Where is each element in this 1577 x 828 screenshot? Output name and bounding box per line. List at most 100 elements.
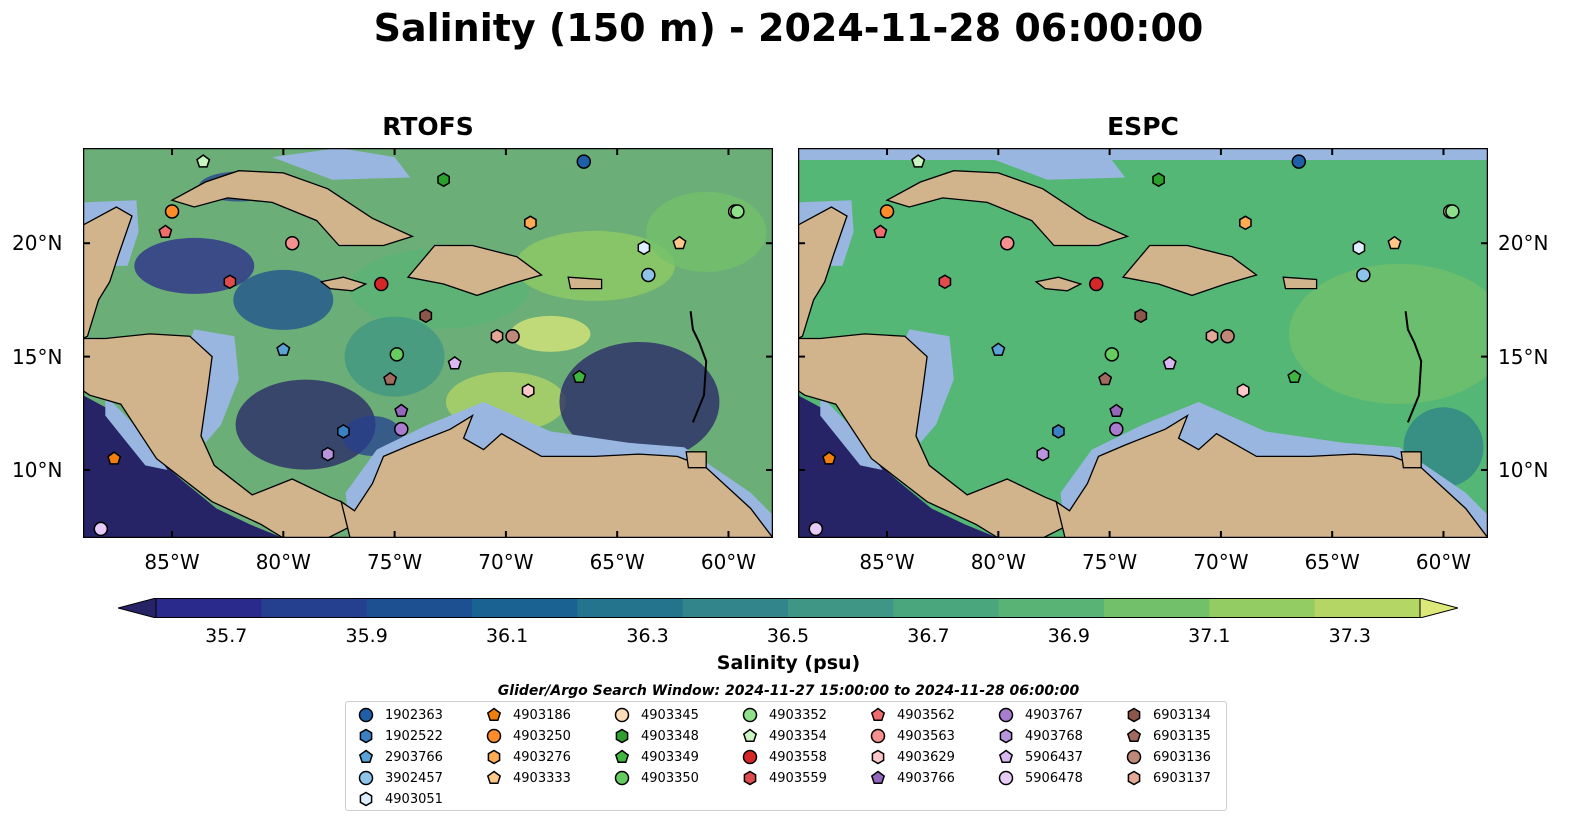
float-marker-3902457 xyxy=(641,267,656,283)
float-marker-4903276 xyxy=(524,215,537,231)
circle-icon xyxy=(998,707,1014,723)
land-jamaica xyxy=(319,276,368,292)
float-marker-4903348 xyxy=(437,172,450,188)
float-marker-4903354 xyxy=(196,154,211,168)
circle-icon xyxy=(614,707,630,723)
legend-label: 4903563 xyxy=(897,728,955,744)
legend-marker xyxy=(870,707,886,722)
legend-marker xyxy=(487,749,501,765)
land-hispaniola xyxy=(1121,244,1258,297)
lon-tick-label: 70°W xyxy=(1193,550,1249,574)
legend-label: 6903137 xyxy=(1153,770,1211,786)
float-marker-4903766 xyxy=(394,403,409,418)
legend-item: 4903333 xyxy=(484,768,571,788)
legend-label: 5906478 xyxy=(1025,770,1083,786)
float-marker-4903767 xyxy=(394,421,409,437)
map-panel-rtofs[interactable] xyxy=(83,148,773,538)
legend-label: 4903350 xyxy=(641,770,699,786)
legend-item: 4903767 xyxy=(996,705,1083,725)
salinity-eddy xyxy=(514,230,675,301)
float-marker-4903768 xyxy=(1036,446,1050,462)
land-jamaica xyxy=(1034,276,1083,292)
colorbar-tick-label: 36.1 xyxy=(485,625,529,647)
legend-label: 4903559 xyxy=(769,770,827,786)
float-marker-5906437 xyxy=(447,355,462,370)
salinity-eddy xyxy=(559,341,720,462)
colorbar-segment xyxy=(998,598,1105,618)
circle-icon xyxy=(870,728,886,744)
float-marker-1902363 xyxy=(1291,154,1307,169)
pentagon-icon xyxy=(742,728,758,743)
legend-item: 4903559 xyxy=(740,768,827,788)
hexagon-icon xyxy=(1127,707,1141,723)
circle-icon xyxy=(614,770,630,786)
float-marker-4903349 xyxy=(572,369,587,384)
float-marker-5906437 xyxy=(1162,355,1177,370)
legend-label: 4903051 xyxy=(385,791,443,807)
lon-tick-label: 80°W xyxy=(255,550,311,574)
land-trinidad xyxy=(685,451,707,469)
legend-label: 4903558 xyxy=(769,749,827,765)
legend-title: Glider/Argo Search Window: 2024-11-27 15… xyxy=(497,683,1080,699)
float-marker-6903137 xyxy=(1205,328,1219,344)
pentagon-icon xyxy=(870,770,886,785)
float-marker-4903563 xyxy=(284,235,300,251)
lat-tick-label-left: 20°N xyxy=(12,231,63,256)
legend-label: 6903136 xyxy=(1153,749,1211,765)
lon-tick-label: 60°W xyxy=(700,550,757,574)
float-marker-4903558 xyxy=(1089,276,1104,292)
colorbar-segment xyxy=(577,598,684,618)
legend-item: 3902457 xyxy=(356,768,443,788)
hexagon-icon xyxy=(999,728,1013,744)
land-south xyxy=(340,414,773,538)
legend-item: 4903349 xyxy=(612,747,699,767)
colorbar-tick-label: 36.5 xyxy=(766,625,810,647)
legend-marker xyxy=(870,728,886,744)
colorbar-segment xyxy=(366,598,473,618)
legend-marker xyxy=(1126,728,1142,743)
legend-marker xyxy=(742,749,758,765)
legend-label: 5906437 xyxy=(1025,749,1083,765)
legend-marker xyxy=(1127,707,1141,723)
salinity-eddy xyxy=(510,315,591,352)
land-central xyxy=(798,333,1066,538)
float-marker-6903136 xyxy=(1220,328,1235,344)
float-marker-4903767 xyxy=(1109,421,1124,437)
land-cuba xyxy=(170,170,415,247)
float-marker-4903352 xyxy=(730,204,745,219)
colorbar-tick-label: 37.1 xyxy=(1188,625,1231,647)
land-puertoRico xyxy=(1282,276,1318,290)
land-puertoRico xyxy=(567,276,603,290)
legend-item: 4903766 xyxy=(868,768,955,788)
float-marker-6903135 xyxy=(1098,371,1113,386)
shelf-bahamas xyxy=(272,148,411,180)
float-marker-4903559 xyxy=(938,274,952,290)
colorbar-tick-label: 35.7 xyxy=(205,625,248,647)
legend-item: 4903051 xyxy=(356,789,443,809)
land-central xyxy=(83,333,351,538)
legend-item: 4903345 xyxy=(612,705,699,725)
lon-tick-label: 85°W xyxy=(859,550,915,574)
float-marker-4903768 xyxy=(321,446,335,462)
colorbar-segment xyxy=(893,598,1000,618)
salinity-patch xyxy=(1289,263,1488,404)
lon-tick-label: 70°W xyxy=(478,550,534,574)
shelf-bahamas xyxy=(987,148,1126,180)
legend-marker xyxy=(358,770,374,786)
legend-item: 4903352 xyxy=(740,705,827,725)
legend-item: 4903354 xyxy=(740,726,827,746)
float-marker-2903766 xyxy=(276,342,291,356)
colorbar-tick-label: 36.7 xyxy=(907,625,950,647)
land-south xyxy=(1055,414,1488,538)
pentagon-icon xyxy=(870,707,886,722)
legend-item: 6903136 xyxy=(1124,747,1211,767)
float-marker-6903137 xyxy=(490,328,504,344)
no-data-strip xyxy=(798,148,1488,160)
circle-icon xyxy=(742,707,758,723)
colorbar-segment xyxy=(1104,598,1210,618)
float-marker-4903186 xyxy=(822,451,837,465)
map-panel-espc[interactable] xyxy=(798,148,1488,538)
salinity-eddy xyxy=(646,191,767,272)
legend-marker xyxy=(486,707,502,722)
float-marker-2903766 xyxy=(991,342,1006,356)
